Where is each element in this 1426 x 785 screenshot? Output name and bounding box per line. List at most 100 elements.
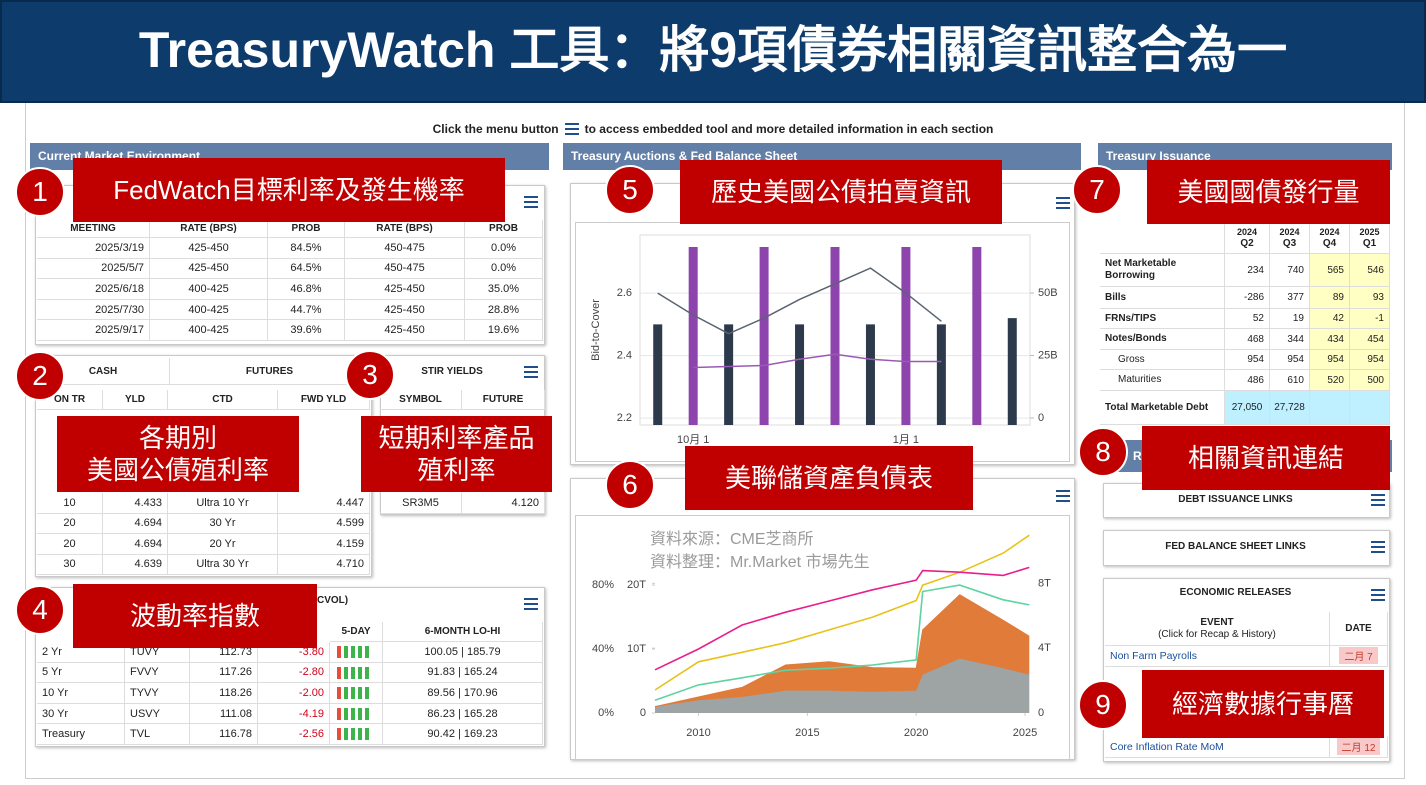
menu-button[interactable] [1371,494,1385,506]
spark-bar [337,728,341,741]
y-tick-label: 2.4 [617,350,632,362]
callout-text: 波動率指數 [129,601,260,631]
link-title[interactable]: FED BALANCE SHEET LINKS [1165,541,1306,552]
callout-text: 相關資訊連結 [1187,443,1344,473]
table-cell: 30 Yr [37,703,125,725]
line [657,267,942,335]
table-cell: 546 [1350,254,1390,287]
table-cell: -2.56 [258,724,330,745]
x-tick-label: 2010 [686,727,710,739]
callout-number: 4 [15,585,65,635]
chart: 2.2 2.4 2.6 0 25B 50B Bid-to-Cover 10月 1 1月 1 [590,234,1058,446]
table-cell: 27,050 [1225,391,1270,425]
spark-bar [358,728,362,741]
menu-button[interactable] [524,598,538,610]
column-header: PROB [268,220,345,238]
table-cell: 2025/7/30 [37,299,150,321]
event-link[interactable]: Non Farm Payrolls [1105,646,1330,667]
table-cell: 89.56 | 170.96 [383,683,543,704]
instruction: Click the menu button to access embedded… [0,120,1426,138]
x-tick-label: 2025 [1013,727,1037,739]
table-cell: 10 [37,493,103,514]
callout-text: 經濟數據行事曆 [1171,689,1354,719]
y-tick-label: 10T [627,643,646,655]
table-cell: 4.694 [103,513,168,534]
table-cell: 610 [1270,370,1310,391]
menu-button[interactable] [524,196,538,208]
table-cell: Ultra 30 Yr [168,554,278,575]
group-header: CASH [37,358,170,385]
link-title[interactable]: DEBT ISSUANCE LINKS [1178,494,1293,505]
callout-box: 波動率指數 [73,584,317,648]
header-title: TreasuryWatch 工具：將9項債券相關資訊整合為一 [138,22,1288,78]
header-quarter: Q1 [1362,237,1377,249]
table-cell: 27,728 [1270,391,1310,425]
y-tick-label: 2.2 [617,412,632,424]
menu-button[interactable] [524,366,538,378]
table-cell: TYVY [125,683,190,704]
callout-text: 美國公債殖利率 [86,455,269,485]
instruction-text: to access embedded tool and more detaile… [584,122,994,136]
table-cell: -4.19 [258,703,330,725]
area-edge [654,594,1030,708]
table-cell: 4.159 [278,534,370,555]
annotation: 資料整理：Mr.Market 市場先生 [650,553,870,571]
spark-bar [365,666,369,679]
table-cell: 400-425 [150,299,268,321]
table-cell: 19 [1270,309,1310,329]
callout-number: 7 [1072,165,1122,215]
spark-bar [337,707,341,720]
column-header: 2024 Q4 [1310,222,1350,254]
table-cell: -3.80 [258,642,330,663]
column-header: RATE (BPS) [150,220,268,238]
spark-bar [344,687,348,700]
menu-button[interactable] [1371,589,1385,601]
callout-text: 各期別 [138,423,217,453]
column-header: 5-DAY [330,622,383,642]
column-header: DATE [1330,612,1388,646]
table-cell: 30 Yr [168,513,278,534]
callout-text: 美國國債發行量 [1177,177,1360,207]
panel [1103,530,1390,566]
table-cell: 500 [1350,370,1390,391]
spark-cell [330,683,383,704]
callout-number: 9 [1078,680,1128,730]
spark-bar [365,728,369,741]
table-cell: 425-450 [150,258,268,280]
y-tick-label: 20T [627,579,646,591]
spark-bar [337,646,341,658]
date-badge: 二月 7 [1339,647,1378,665]
table-cell: 954 [1350,350,1390,370]
table-cell: USVY [125,703,190,725]
menu-button[interactable] [1056,490,1070,502]
instruction-text: Click the menu button [432,122,559,136]
menu-icon [564,123,579,135]
bar [865,324,875,425]
event-link[interactable]: Core Inflation Rate MoM [1105,737,1330,758]
x-tick-label: 1月 1 [893,434,919,446]
panel-title: ECONOMIC RELEASES [1179,587,1292,598]
table-cell: 740 [1270,254,1310,287]
row-label: FRNs/TIPS [1100,309,1225,329]
table-cell: 20 [37,534,103,555]
row-label: Maturities [1100,370,1225,391]
row-label: Gross [1100,350,1225,370]
spark-bar [351,728,355,741]
table-cell: TUVY [125,642,190,663]
callout-box: 美國國債發行量 [1147,160,1390,224]
table-cell: 377 [1270,287,1310,309]
menu-button[interactable] [1056,197,1070,209]
y2-tick-label: 25B [1038,349,1058,361]
table-cell: 112.73 [190,642,258,663]
callout-text: 歷史美國公債拍賣資訊 [710,177,971,207]
callout-box: 美聯儲資產負債表 [685,446,973,510]
callout-box: 經濟數據行事曆 [1142,670,1384,738]
bar [936,324,946,425]
menu-button[interactable] [1371,541,1385,553]
header-quarter: Q3 [1282,237,1297,249]
x-tick-label: 10月 1 [677,434,709,446]
bar [901,247,911,425]
table-cell: 5 Yr [37,662,125,684]
table-cell: 468 [1225,329,1270,350]
spark-bar [337,687,341,700]
